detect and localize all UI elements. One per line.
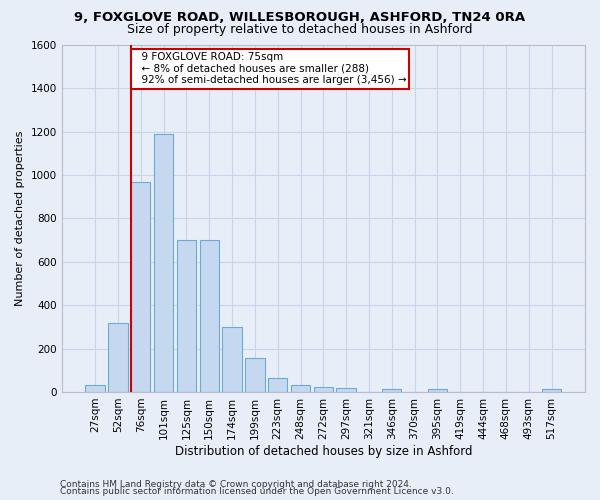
Bar xyxy=(314,387,333,392)
Bar xyxy=(245,358,265,392)
Bar xyxy=(428,390,447,392)
Bar xyxy=(108,322,128,392)
Y-axis label: Number of detached properties: Number of detached properties xyxy=(15,131,25,306)
Bar xyxy=(382,388,401,392)
Text: 9 FOXGLOVE ROAD: 75sqm
  ← 8% of detached houses are smaller (288)
  92% of semi: 9 FOXGLOVE ROAD: 75sqm ← 8% of detached … xyxy=(134,52,406,86)
Bar xyxy=(291,386,310,392)
X-axis label: Distribution of detached houses by size in Ashford: Distribution of detached houses by size … xyxy=(175,444,472,458)
Bar xyxy=(542,390,561,392)
Bar xyxy=(223,327,242,392)
Bar xyxy=(268,378,287,392)
Text: Contains public sector information licensed under the Open Government Licence v3: Contains public sector information licen… xyxy=(60,487,454,496)
Bar xyxy=(337,388,356,392)
Bar xyxy=(177,240,196,392)
Text: 9, FOXGLOVE ROAD, WILLESBOROUGH, ASHFORD, TN24 0RA: 9, FOXGLOVE ROAD, WILLESBOROUGH, ASHFORD… xyxy=(74,11,526,24)
Text: Size of property relative to detached houses in Ashford: Size of property relative to detached ho… xyxy=(127,22,473,36)
Bar xyxy=(200,240,219,392)
Bar xyxy=(85,386,105,392)
Bar xyxy=(131,182,151,392)
Bar xyxy=(154,134,173,392)
Text: Contains HM Land Registry data © Crown copyright and database right 2024.: Contains HM Land Registry data © Crown c… xyxy=(60,480,412,489)
